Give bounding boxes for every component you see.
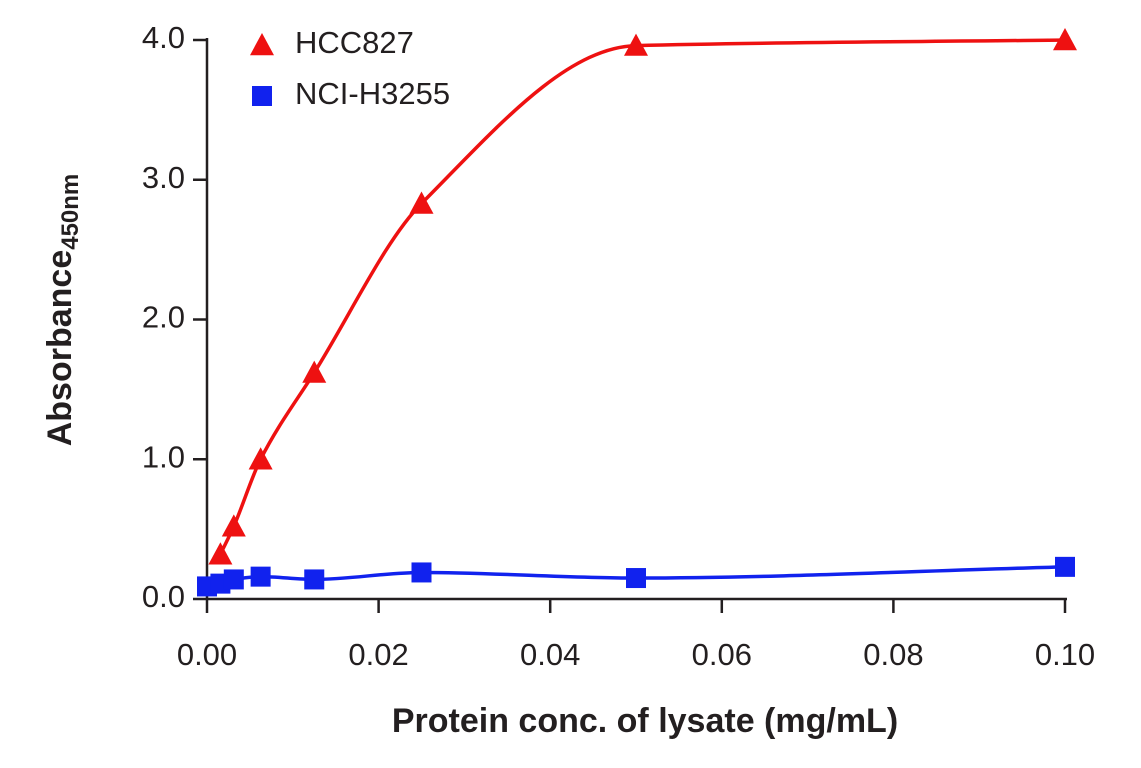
data-point [250,566,271,587]
legend-label: HCC827 [295,25,414,60]
y-axis-title-sub: 450nm [57,174,84,250]
data-point [1055,556,1075,577]
data-point [304,569,325,590]
legend-label: NCI-H3255 [295,76,450,111]
x-tick-label: 0.08 [863,637,923,672]
data-point [624,33,648,56]
data-point [302,360,327,383]
y-tick-label: 0.0 [142,579,185,614]
y-axis-title: Absorbance450nm [41,174,84,447]
x-tick-label: 0.04 [520,637,580,672]
y-tick-label: 3.0 [142,160,185,195]
data-point [221,514,246,537]
data-point [411,562,432,583]
x-axis-title: Protein conc. of lysate (mg/mL) [392,702,898,740]
y-tick-label: 2.0 [142,300,185,335]
x-tick-label: 0.06 [692,637,752,672]
y-tick-label: 4.0 [142,20,185,55]
data-point [409,191,434,214]
y-tick-label: 1.0 [142,439,185,474]
data-point [248,447,273,470]
legend-marker [250,33,274,56]
x-tick-label: 0.02 [348,637,408,672]
legend-marker [252,86,272,106]
data-point [1053,28,1077,51]
data-point [626,568,646,589]
fit-line [218,38,1066,556]
x-tick-label: 0.10 [1035,637,1095,672]
data-point [223,569,244,590]
data-point [208,542,233,565]
x-tick-label: 0.00 [177,637,237,672]
y-axis-title-main: Absorbance [41,250,79,447]
